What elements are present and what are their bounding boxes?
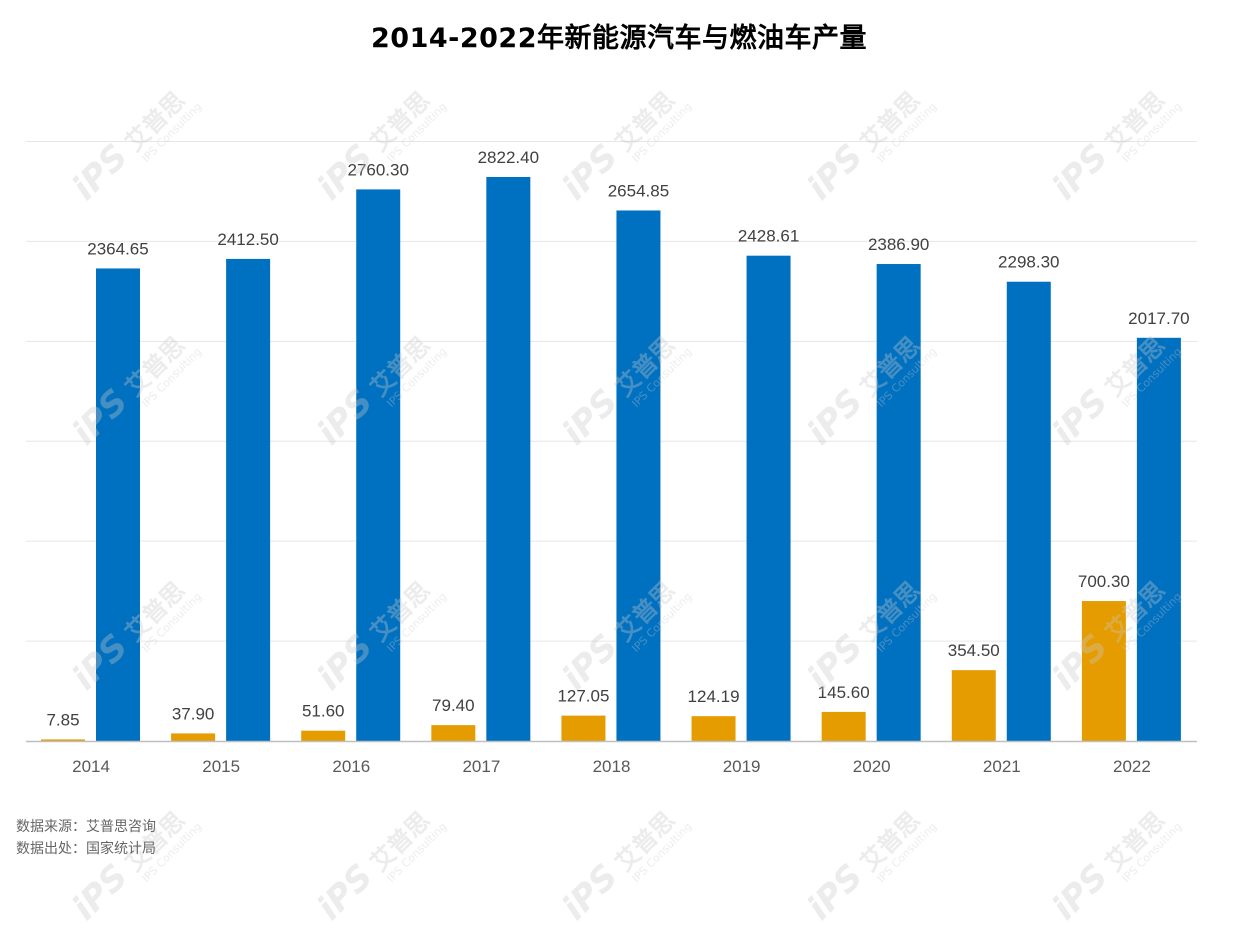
bar-fuel — [226, 258, 271, 741]
bar-nev — [691, 716, 736, 741]
bar-nev — [561, 715, 606, 741]
data-label-nev: 51.60 — [302, 702, 345, 721]
bar-fuel — [356, 189, 401, 742]
x-tick-label: 2017 — [462, 757, 500, 776]
bar-fuel — [1006, 281, 1051, 741]
x-tick-label: 2014 — [72, 757, 110, 776]
bar-nev — [301, 730, 346, 741]
data-label-nev: 145.60 — [818, 683, 870, 702]
x-tick-label: 2022 — [1113, 757, 1151, 776]
x-tick-label: 2021 — [983, 757, 1021, 776]
bar-fuel — [616, 210, 661, 741]
data-label-nev: 354.50 — [948, 641, 1000, 660]
data-label-nev: 79.40 — [432, 696, 475, 715]
bar-nev — [1081, 601, 1126, 741]
bar-fuel — [876, 264, 921, 741]
bar-fuel — [96, 268, 140, 741]
data-label-fuel: 2428.61 — [738, 227, 799, 246]
bar-nev — [41, 739, 85, 741]
bar-fuel — [746, 255, 791, 741]
chart-title: 2014-2022年新能源汽车与燃油车产量 — [371, 23, 867, 54]
bar-fuel — [1136, 337, 1181, 741]
x-tick-label: 2020 — [853, 757, 891, 776]
data-label-fuel: 2760.30 — [347, 160, 408, 179]
data-label-fuel: 2822.40 — [478, 148, 539, 167]
bar-nev — [431, 725, 476, 741]
data-label-nev: 37.90 — [172, 704, 215, 723]
data-label-fuel: 2298.30 — [998, 253, 1059, 272]
bar-nev — [821, 711, 866, 741]
data-label-nev: 7.85 — [46, 710, 79, 729]
origin-line: 数据出处：国家统计局 — [16, 841, 156, 857]
data-label-nev: 124.19 — [688, 687, 740, 706]
x-tick-label: 2018 — [593, 757, 631, 776]
data-label-fuel: 2364.65 — [87, 239, 148, 258]
data-label-fuel: 2412.50 — [217, 230, 278, 249]
bar-nev — [951, 670, 996, 741]
data-label-fuel: 2386.90 — [868, 235, 929, 254]
bar-nev — [171, 733, 216, 741]
bar-fuel — [486, 176, 531, 741]
data-label-nev: 127.05 — [557, 687, 609, 706]
data-label-nev: 700.30 — [1078, 572, 1130, 591]
source-line: 数据来源：艾普思咨询 — [16, 819, 156, 835]
bar-chart: 7.85 2364.65 2014 37.90 2412.50 2015 51.60 2760… — [26, 141, 1197, 776]
x-tick-label: 2019 — [723, 757, 761, 776]
data-label-fuel: 2654.85 — [608, 181, 669, 200]
x-tick-label: 2015 — [202, 757, 240, 776]
data-label-fuel: 2017.70 — [1128, 309, 1189, 328]
x-tick-label: 2016 — [332, 757, 370, 776]
